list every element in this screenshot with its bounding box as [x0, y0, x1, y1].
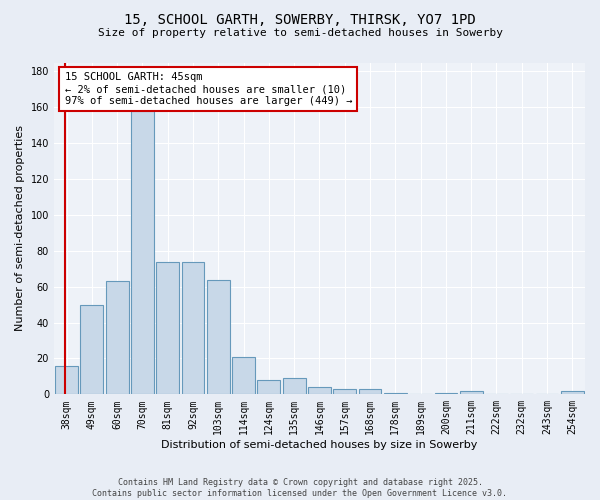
Bar — [308, 387, 331, 394]
Bar — [80, 304, 103, 394]
Bar — [434, 392, 457, 394]
Bar — [257, 380, 280, 394]
Text: Size of property relative to semi-detached houses in Sowerby: Size of property relative to semi-detach… — [97, 28, 503, 38]
Text: 15 SCHOOL GARTH: 45sqm
← 2% of semi-detached houses are smaller (10)
97% of semi: 15 SCHOOL GARTH: 45sqm ← 2% of semi-deta… — [65, 72, 352, 106]
Bar — [561, 390, 584, 394]
Bar — [283, 378, 305, 394]
Bar — [55, 366, 78, 394]
Bar — [207, 280, 230, 394]
X-axis label: Distribution of semi-detached houses by size in Sowerby: Distribution of semi-detached houses by … — [161, 440, 478, 450]
Bar — [182, 262, 205, 394]
Bar — [131, 111, 154, 395]
Bar — [106, 282, 128, 395]
Bar — [232, 356, 255, 395]
Bar — [460, 390, 482, 394]
Y-axis label: Number of semi-detached properties: Number of semi-detached properties — [15, 126, 25, 332]
Bar — [384, 392, 407, 394]
Bar — [334, 389, 356, 394]
Bar — [359, 389, 382, 394]
Bar — [157, 262, 179, 394]
Text: 15, SCHOOL GARTH, SOWERBY, THIRSK, YO7 1PD: 15, SCHOOL GARTH, SOWERBY, THIRSK, YO7 1… — [124, 12, 476, 26]
Text: Contains HM Land Registry data © Crown copyright and database right 2025.
Contai: Contains HM Land Registry data © Crown c… — [92, 478, 508, 498]
